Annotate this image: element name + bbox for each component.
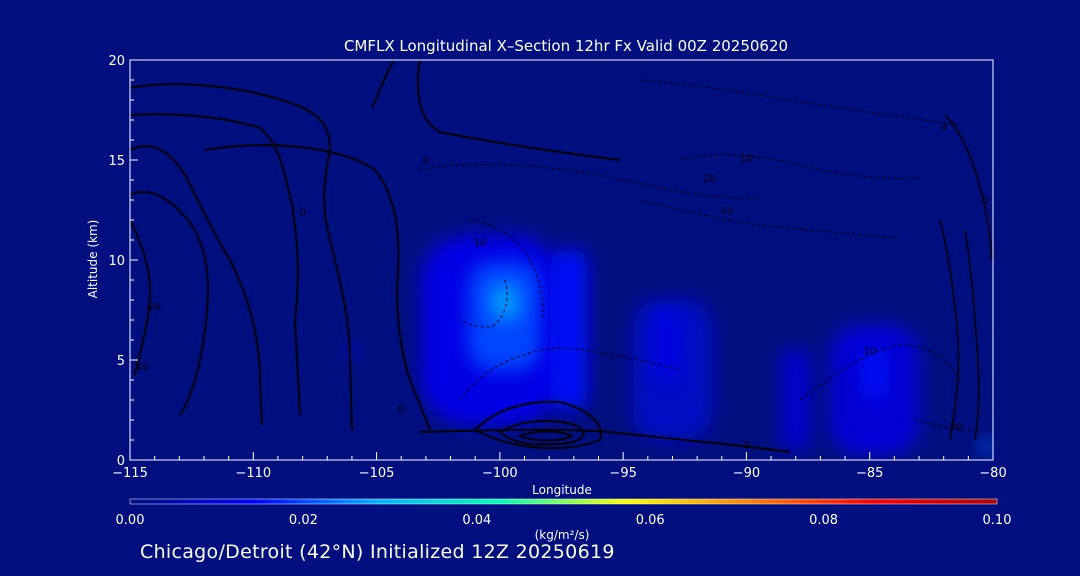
contour-line — [498, 420, 585, 446]
x-tick-label: −115 — [112, 466, 148, 481]
contour-label: 20 — [950, 422, 963, 433]
x-tick-label: −90 — [733, 466, 760, 481]
colorbar-ticks: 0.00 0.02 0.04 0.06 0.08 0.10 — [116, 513, 1012, 528]
contour-label: 0 — [743, 440, 749, 451]
contour-line — [799, 344, 961, 401]
contour-line — [130, 219, 152, 376]
contour-line — [639, 199, 901, 239]
contour-line — [459, 279, 508, 328]
colorbar-tick-label: 0.02 — [289, 513, 318, 528]
contour-line — [517, 430, 575, 442]
colorbar-gradient — [129, 498, 998, 505]
contour-label: 10 — [720, 206, 733, 217]
contour-line — [964, 229, 980, 441]
chart-title: CMFLX Longitudinal X–Section 12hr Fx Val… — [344, 37, 788, 55]
y-tick-label: 0 — [117, 454, 125, 469]
contour-label: 10 — [136, 362, 149, 373]
contour-label: 0 — [299, 208, 305, 219]
contour-line — [473, 400, 602, 450]
contour-line — [639, 79, 961, 126]
flux-cell — [656, 309, 679, 379]
contour-line — [679, 154, 921, 179]
contour-line — [130, 145, 263, 426]
flux-cell — [980, 440, 993, 452]
x-tick-label: −80 — [979, 466, 1006, 481]
y-tick-label: 5 — [117, 354, 125, 369]
y-tick-label: 10 — [108, 254, 125, 269]
contour-line — [130, 190, 209, 416]
contour-label: 10 — [474, 238, 487, 249]
y-axis: 0 5 10 15 20 — [108, 54, 138, 469]
contour-line — [416, 60, 621, 161]
contour-label: 20 — [148, 302, 161, 313]
colorbar-tick-label: 0.10 — [983, 513, 1012, 528]
contour-line — [469, 219, 544, 321]
contour-line — [944, 114, 993, 261]
contour-label: 0 — [940, 122, 946, 133]
x-axis: −115 −110 −105 −100 −95 −90 −85 −80 — [112, 452, 1007, 481]
contour-line — [939, 219, 960, 441]
flux-cell — [550, 250, 588, 410]
flux-cell — [780, 350, 811, 450]
x-tick-label: −85 — [856, 466, 883, 481]
contour-labels: 0 0 20 10 10 10 20 10 10 20 0 0 0 0 — [136, 122, 989, 451]
colorbar-tick-label: 0.00 — [116, 513, 145, 528]
contour-label: 0 — [398, 404, 404, 415]
contour-line — [914, 419, 976, 433]
colorbar-tick-label: 0.08 — [809, 513, 838, 528]
y-tick-label: 15 — [108, 154, 125, 169]
flux-cell — [864, 349, 885, 399]
contour-line — [419, 428, 791, 453]
contour-line — [419, 164, 761, 199]
contour-line — [459, 347, 681, 401]
contour-line — [130, 113, 301, 416]
x-tick-label: −110 — [235, 466, 271, 481]
footer-caption: Chicago/Detroit (42°N) Initialized 12Z 2… — [140, 541, 615, 563]
flux-shading — [345, 235, 993, 455]
flux-cell — [489, 284, 520, 320]
x-tick-label: −100 — [482, 466, 518, 481]
contour-lines — [130, 60, 993, 453]
y-axis-label: Altitude (km) — [86, 220, 100, 299]
colorbar-tick-label: 0.04 — [462, 513, 491, 528]
flux-cell — [345, 346, 359, 358]
contour-label: 20 — [703, 174, 716, 185]
x-axis-label: Longitude — [532, 483, 592, 497]
contour-line — [204, 144, 431, 431]
contour-line — [130, 83, 353, 431]
x-tick-label: −95 — [609, 466, 636, 481]
y-tick-label: 20 — [108, 54, 125, 69]
contour-line — [371, 60, 396, 109]
colorbar: 0.00 0.02 0.04 0.06 0.08 0.10 (kg/m²/s) — [116, 498, 1012, 542]
contour-label: 10 — [740, 154, 753, 165]
colorbar-unit-label: (kg/m²/s) — [535, 528, 590, 542]
x-tick-label: −105 — [359, 466, 395, 481]
contour-label: 10 — [863, 346, 876, 357]
contour-label: 0 — [982, 196, 988, 207]
contour-label: 0 — [423, 156, 429, 167]
colorbar-tick-label: 0.06 — [636, 513, 665, 528]
